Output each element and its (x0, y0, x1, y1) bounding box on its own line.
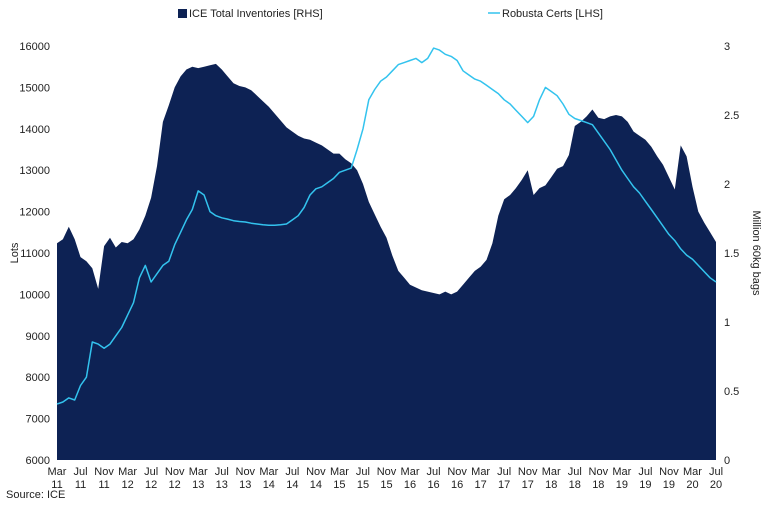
x-tick-label-month: Jul (356, 466, 370, 478)
x-tick-label-year: 18 (569, 479, 581, 491)
robusta-line-layer (56, 47, 717, 405)
x-tick-label-month: Jul (638, 466, 652, 478)
x-tick-label-month: Nov (94, 466, 114, 478)
x-tick-label-month: Jul (427, 466, 441, 478)
x-tick-label-year: 18 (545, 479, 557, 491)
x-tick-label-year: 19 (639, 479, 651, 491)
x-tick-label-month: Jul (568, 466, 582, 478)
x-tick-label-month: Mar (542, 466, 561, 478)
y-left-tick-label: 8000 (26, 372, 50, 384)
x-tick-label-year: 14 (263, 479, 275, 491)
y-right-tick-label: 2 (724, 179, 730, 191)
x-tick-label-month: Jul (285, 466, 299, 478)
x-tick-label-year: 11 (51, 479, 62, 491)
y-axis-left: 6000 7000 8000 9000 10000 11000 12000 13000 1400… (19, 41, 50, 467)
y-left-tick-label: 15000 (19, 82, 50, 94)
x-tick-label-year: 13 (192, 479, 204, 491)
x-tick-label-year: 15 (380, 479, 392, 491)
x-tick-label-month: Mar (471, 466, 490, 478)
y-left-tick-label: 6000 (26, 455, 50, 467)
x-tick-label-month: Jul (709, 466, 723, 478)
x-tick-label-year: 12 (169, 479, 181, 491)
y-left-tick-label: 11000 (20, 248, 50, 260)
y-right-tick-label: 2.5 (724, 110, 739, 122)
x-tick-label-year: 17 (475, 479, 487, 491)
x-tick-label-month: Nov (236, 466, 256, 478)
y-right-tick-label: 0.5 (724, 386, 739, 398)
legend: ICE Total Inventories [RHS] Robusta Cert… (178, 8, 603, 20)
x-tick-label-month: Mar (48, 466, 67, 478)
y-left-tick-label: 16000 (19, 41, 50, 53)
y-left-tick-label: 14000 (19, 124, 50, 136)
y-right-tick-label: 1.5 (724, 248, 739, 260)
x-tick-label-month: Jul (215, 466, 229, 478)
y-left-tick-label: 7000 (26, 414, 50, 426)
legend-label-inventories: ICE Total Inventories [RHS] (189, 8, 323, 20)
x-tick-label-year: 19 (663, 479, 675, 491)
inventories-area (57, 63, 716, 461)
x-tick-label-year: 16 (451, 479, 463, 491)
x-axis: Mar11Jul11Nov11Mar12Jul12Nov12Mar13Jul13… (48, 466, 724, 491)
x-tick-label-year: 12 (145, 479, 157, 491)
x-tick-label-year: 11 (98, 479, 109, 491)
x-tick-label-month: Mar (330, 466, 349, 478)
y-left-tick-label: 10000 (19, 289, 50, 301)
y-axis-left-title: Lots (9, 242, 21, 263)
x-tick-label-year: 11 (75, 479, 86, 491)
y-axis-right: 0 0.5 1 1.5 2 2.5 3 (724, 41, 739, 467)
plot-area (57, 63, 716, 461)
x-tick-label-year: 18 (592, 479, 604, 491)
x-tick-label-month: Nov (447, 466, 467, 478)
x-tick-label-month: Mar (683, 466, 702, 478)
x-tick-label-month: Nov (165, 466, 185, 478)
x-tick-label-year: 20 (710, 479, 722, 491)
x-tick-label-month: Jul (74, 466, 88, 478)
y-left-tick-label: 13000 (19, 165, 50, 177)
y-left-tick-label: 9000 (26, 331, 50, 343)
x-tick-label-year: 19 (616, 479, 628, 491)
x-tick-label-year: 14 (310, 479, 322, 491)
legend-swatch-inventories (178, 9, 187, 18)
x-tick-label-year: 14 (286, 479, 298, 491)
source-note: Source: ICE (6, 489, 65, 501)
x-tick-label-month: Nov (377, 466, 397, 478)
y-left-tick-label: 12000 (19, 207, 50, 219)
x-tick-label-month: Nov (659, 466, 679, 478)
y-axis-right-title: Million 60kg bags (750, 211, 762, 296)
x-tick-label-year: 13 (239, 479, 251, 491)
x-tick-label-year: 13 (216, 479, 228, 491)
y-right-tick-label: 1 (724, 317, 730, 329)
x-tick-label-month: Mar (118, 466, 137, 478)
x-tick-label-month: Mar (189, 466, 208, 478)
x-tick-label-month: Jul (144, 466, 158, 478)
x-tick-label-year: 16 (427, 479, 439, 491)
x-tick-label-month: Mar (401, 466, 420, 478)
x-tick-label-year: 17 (522, 479, 534, 491)
x-tick-label-year: 12 (121, 479, 133, 491)
x-tick-label-year: 16 (404, 479, 416, 491)
x-tick-label-year: 17 (498, 479, 510, 491)
x-tick-label-year: 20 (686, 479, 698, 491)
x-tick-label-month: Nov (306, 466, 326, 478)
x-tick-label-month: Nov (589, 466, 609, 478)
y-right-tick-label: 0 (724, 455, 730, 467)
robusta-certs-line (56, 47, 717, 405)
x-tick-label-month: Mar (259, 466, 278, 478)
x-tick-label-year: 15 (333, 479, 345, 491)
x-tick-label-month: Mar (612, 466, 631, 478)
x-tick-label-year: 15 (357, 479, 369, 491)
legend-label-robusta: Robusta Certs [LHS] (502, 8, 603, 20)
y-right-tick-label: 3 (724, 41, 730, 53)
x-tick-label-month: Nov (518, 466, 538, 478)
x-tick-label-month: Jul (497, 466, 511, 478)
